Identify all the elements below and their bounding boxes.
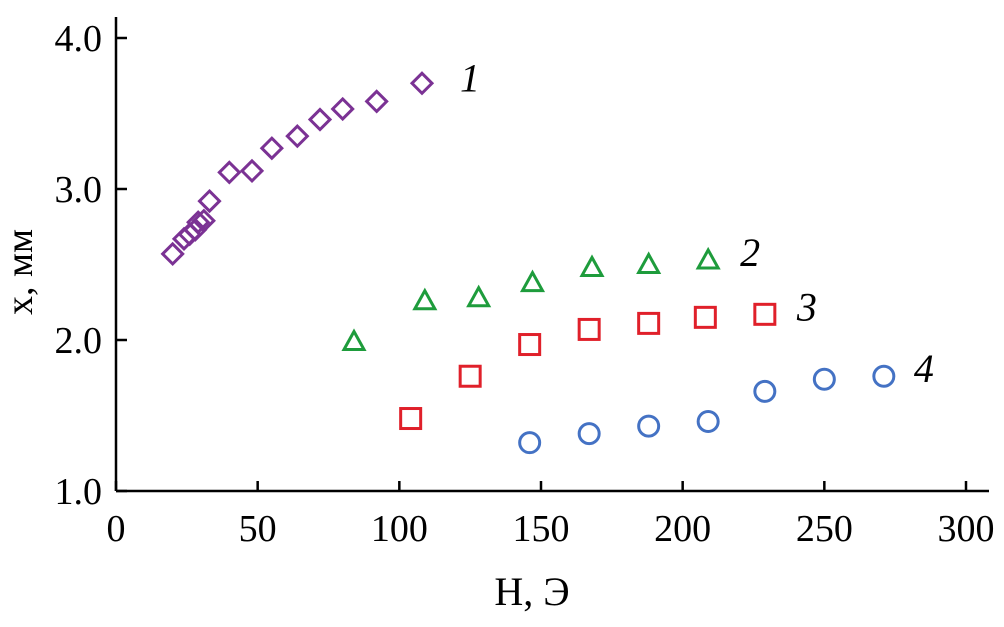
series-3-point-5 — [693, 305, 717, 329]
series-1-point-13 — [364, 89, 389, 114]
series-4-point-2 — [637, 414, 661, 438]
tick-labels: 0 50 100 150 200 250 300 1.0 2.0 3.0 4.0 — [55, 18, 995, 550]
series-3-point-6 — [753, 302, 777, 326]
series-label-3: 3 — [796, 284, 817, 329]
series-3-point-1 — [458, 364, 482, 388]
x-tick-label-300: 300 — [938, 508, 995, 550]
series-1-point-5 — [191, 208, 216, 233]
series-1-point-4 — [186, 210, 211, 235]
series-3-point-4 — [637, 311, 661, 335]
x-tick-label-150: 150 — [513, 508, 570, 550]
x-tick-label-100: 100 — [371, 508, 428, 550]
y-tick-label-2: 2.0 — [55, 320, 103, 362]
x-tick-label-200: 200 — [654, 508, 711, 550]
series-1-point-12 — [330, 96, 355, 122]
series-2-point-5 — [636, 251, 662, 274]
series-1-point-6 — [197, 188, 222, 214]
y-tick-label-1: 1.0 — [55, 471, 103, 513]
series-1-point-11 — [307, 107, 333, 132]
y-tick-label-3: 3.0 — [55, 169, 103, 211]
series-2-point-0 — [341, 328, 367, 352]
x-tick-label-0: 0 — [107, 508, 126, 550]
series-1-point-9 — [259, 136, 284, 161]
series-4-point-1 — [577, 422, 601, 446]
series-4-point-0 — [518, 431, 542, 455]
series-label-4: 4 — [914, 346, 934, 391]
series-1-point-7 — [217, 160, 242, 185]
series-1-point-10 — [285, 124, 310, 149]
series-1-point-8 — [239, 158, 265, 184]
series-1-point-0 — [160, 241, 185, 267]
series-2-point-1 — [412, 287, 438, 311]
series-label-1: 1 — [460, 55, 480, 100]
series-4-point-5 — [812, 367, 836, 391]
series-labels: 1 23 4 — [460, 55, 934, 391]
series-4-point-6 — [872, 364, 896, 388]
y-axis-label: x, мм — [0, 229, 41, 315]
series-3-point-2 — [518, 333, 542, 357]
series-2-point-6 — [695, 246, 721, 270]
x-tick-label-50: 50 — [239, 508, 277, 550]
y-tick-label-4: 4.0 — [55, 18, 103, 60]
series-4-point-3 — [696, 410, 720, 434]
series-3-point-3 — [577, 317, 601, 341]
series-group — [160, 71, 896, 455]
axes — [114, 17, 989, 493]
series-1-point-14 — [409, 71, 435, 96]
series-2-point-3 — [519, 269, 546, 293]
ticks — [114, 36, 968, 493]
x-tick-label-250: 250 — [796, 508, 853, 550]
x-axis-label: H, Э — [494, 569, 569, 614]
series-2-point-4 — [579, 254, 605, 278]
series-label-2: 2 — [740, 230, 760, 275]
series-3-point-0 — [399, 407, 423, 431]
series-2-point-2 — [466, 284, 492, 308]
series-4-point-4 — [753, 379, 777, 403]
